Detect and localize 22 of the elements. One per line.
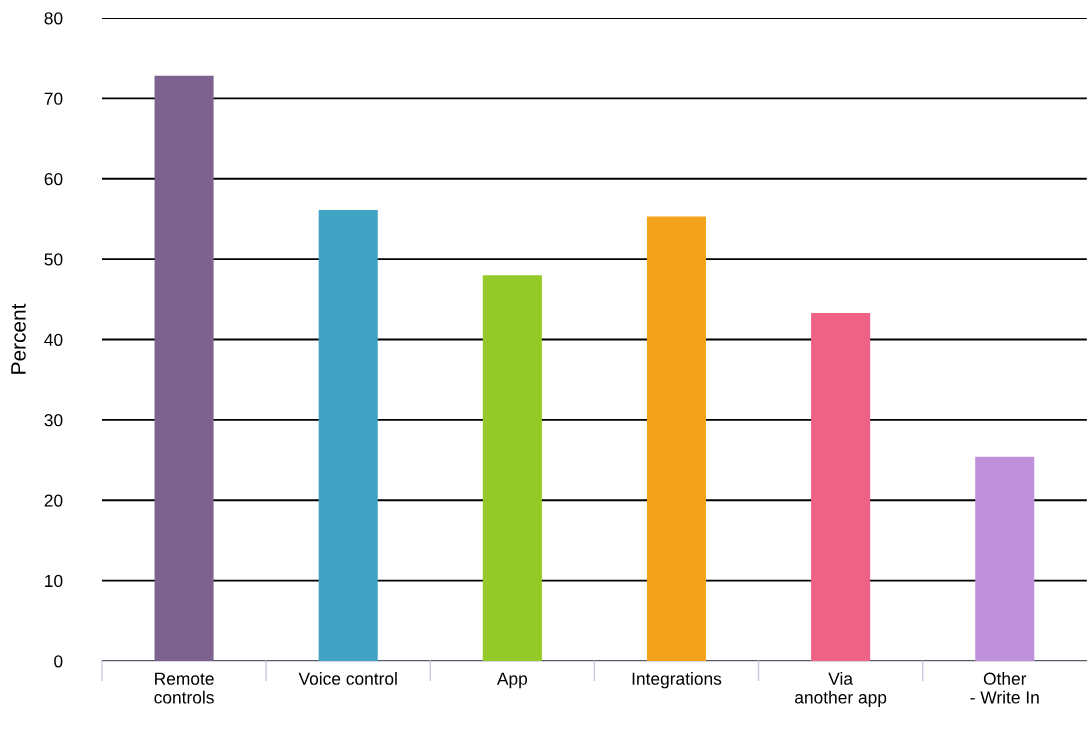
y-tick-label: 10 xyxy=(45,574,63,588)
x-tick-label: Voice control xyxy=(298,672,397,685)
bar xyxy=(811,312,871,661)
x-tick-label: Via another app xyxy=(795,672,887,707)
y-tick-label: 50 xyxy=(44,253,63,266)
y-tick-label: 40 xyxy=(44,333,63,346)
y-tick-label: 20 xyxy=(44,494,63,507)
bar xyxy=(646,216,707,661)
x-tick-label: App xyxy=(496,672,528,689)
y-axis-title: Percent xyxy=(11,303,26,374)
bar xyxy=(154,75,214,661)
y-tick-label: 0 xyxy=(54,655,63,668)
bar xyxy=(482,275,542,661)
x-tick-label: Other - Write In xyxy=(970,672,1039,704)
x-tick-label: Integrations xyxy=(632,672,722,689)
y-tick-label: 30 xyxy=(44,414,63,427)
y-tick-label: 70 xyxy=(44,92,63,105)
x-tick-label: Remote controls xyxy=(154,672,214,704)
y-tick-label: 60 xyxy=(44,172,63,186)
bar xyxy=(975,456,1035,661)
bar xyxy=(318,210,378,661)
y-tick-label: 80 xyxy=(44,12,63,25)
